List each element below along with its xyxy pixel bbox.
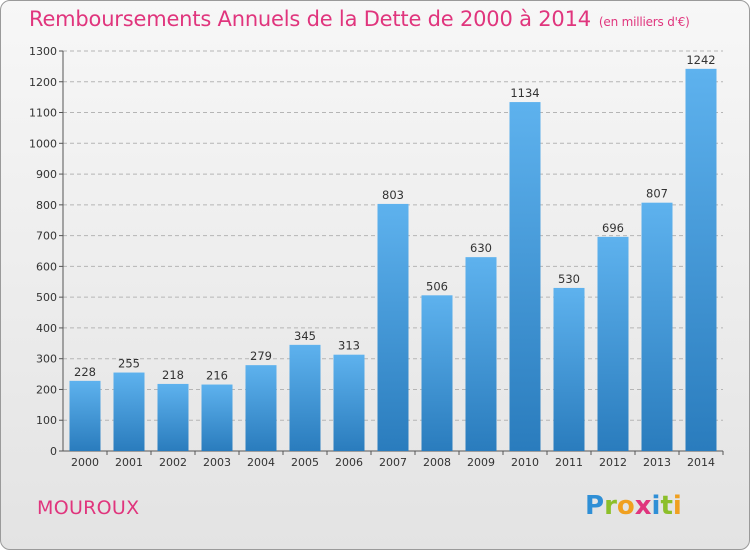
- bar: [245, 365, 277, 451]
- chart-title: Remboursements Annuels de la Dette de 20…: [29, 7, 690, 31]
- bar-value-label: 506: [426, 279, 448, 293]
- bar: [157, 383, 189, 451]
- y-tick-label: 1000: [29, 137, 57, 150]
- bar-value-label: 1242: [686, 53, 715, 67]
- y-tick-label: 100: [36, 414, 57, 427]
- y-tick-label: 1100: [29, 107, 57, 120]
- bar: [465, 257, 497, 451]
- bar: [113, 372, 145, 451]
- bar-value-label: 313: [338, 339, 360, 353]
- bar: [201, 384, 233, 451]
- y-tick-label: 1300: [29, 45, 57, 58]
- bar-value-label: 803: [382, 188, 404, 202]
- x-tick-label: 2011: [555, 456, 583, 469]
- y-tick-label: 400: [36, 322, 57, 335]
- unit-label: (en milliers d'€): [598, 15, 690, 29]
- bar-value-label: 218: [162, 368, 184, 382]
- bar-value-label: 255: [118, 357, 140, 371]
- bar: [509, 102, 541, 452]
- x-tick-label: 2012: [599, 456, 627, 469]
- y-tick-label: 300: [36, 353, 57, 366]
- x-tick-label: 2009: [467, 456, 495, 469]
- x-tick-label: 2008: [423, 456, 451, 469]
- bar: [597, 236, 629, 451]
- bar: [553, 287, 585, 451]
- x-tick-label: 2004: [247, 456, 275, 469]
- chart-title-text: Remboursements Annuels de la Dette de 20…: [29, 7, 591, 31]
- y-tick-label: 1200: [29, 76, 57, 89]
- x-tick-label: 2010: [511, 456, 539, 469]
- y-tick-label: 0: [50, 445, 57, 458]
- bar: [421, 295, 453, 451]
- x-tick-label: 2001: [115, 456, 143, 469]
- x-tick-label: 2003: [203, 456, 231, 469]
- bar-value-label: 807: [646, 187, 668, 201]
- bar-value-label: 228: [74, 365, 96, 379]
- y-tick-label: 200: [36, 383, 57, 396]
- labels: 228 2000 255 2001 218 2002 216 2003 279 2004 345 20…: [71, 53, 716, 469]
- bar: [377, 203, 409, 451]
- bar: [333, 354, 365, 451]
- x-tick-label: 2007: [379, 456, 407, 469]
- commune-name: MOUROUX: [37, 497, 140, 519]
- proxiti-logo: Proxiti: [585, 491, 682, 521]
- x-tick-label: 2000: [71, 456, 99, 469]
- bar-value-label: 530: [558, 272, 580, 286]
- x-tick-label: 2005: [291, 456, 319, 469]
- bars: [69, 68, 717, 452]
- bar: [289, 344, 321, 451]
- y-tick-label: 700: [36, 230, 57, 243]
- y-tick-label: 500: [36, 291, 57, 304]
- y-tick-label: 900: [36, 168, 57, 181]
- bar-value-label: 696: [602, 221, 624, 235]
- y-tick-label: 600: [36, 260, 57, 273]
- x-tick-label: 2002: [159, 456, 187, 469]
- bar-value-label: 630: [470, 241, 492, 255]
- y-tick-label: 800: [36, 199, 57, 212]
- bar-value-label: 216: [206, 369, 228, 383]
- bar-value-label: 345: [294, 329, 316, 343]
- bar: [641, 202, 673, 451]
- x-tick-label: 2013: [643, 456, 671, 469]
- bar-value-label: 279: [250, 349, 272, 363]
- bar-value-label: 1134: [510, 86, 539, 100]
- x-tick-label: 2006: [335, 456, 363, 469]
- bar: [69, 380, 101, 451]
- bar: [685, 68, 717, 451]
- x-tick-label: 2014: [687, 456, 715, 469]
